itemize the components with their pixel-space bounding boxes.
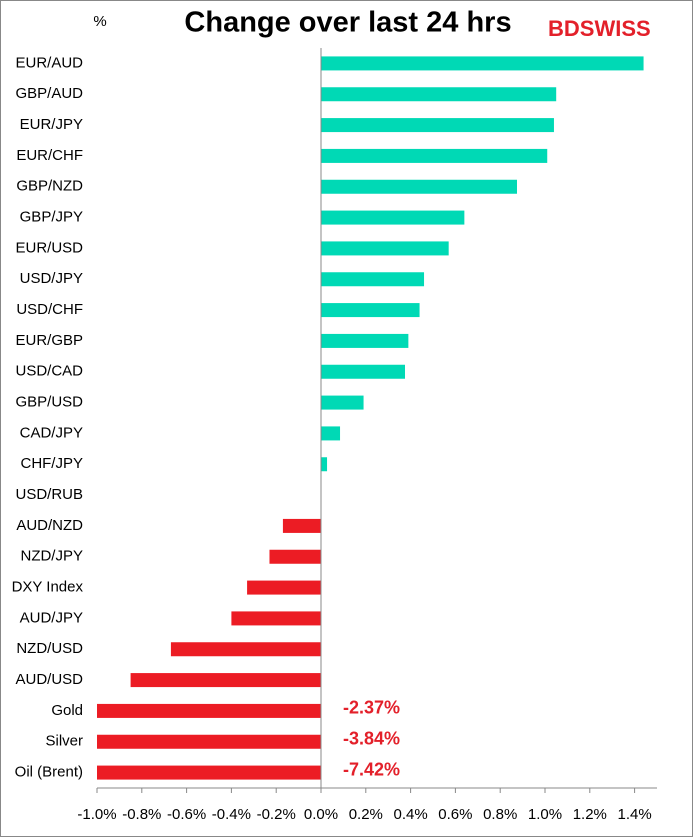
x-tick-label: 0.2% bbox=[349, 806, 383, 823]
bar bbox=[269, 549, 321, 564]
y-tick-label: CAD/JPY bbox=[20, 424, 83, 441]
x-tick-label: -0.8% bbox=[122, 806, 161, 823]
y-tick-label: GBP/AUD bbox=[15, 85, 83, 102]
bar bbox=[321, 457, 328, 472]
y-tick-label: Silver bbox=[45, 733, 83, 750]
y-tick-label: DXY Index bbox=[12, 579, 84, 596]
value-label: -2.37% bbox=[343, 698, 400, 718]
y-tick-label: USD/JPY bbox=[20, 270, 83, 287]
x-tick-label: -0.4% bbox=[212, 806, 251, 823]
y-tick-label: AUD/NZD bbox=[16, 517, 83, 534]
y-tick-label: EUR/JPY bbox=[20, 116, 83, 133]
y-tick-label: USD/CAD bbox=[15, 363, 83, 380]
bar bbox=[170, 642, 321, 657]
bar bbox=[97, 765, 321, 780]
y-tick-label: USD/CHF bbox=[16, 301, 83, 318]
bar bbox=[321, 395, 364, 410]
unit-label: % bbox=[93, 13, 106, 30]
y-tick-label: NZD/JPY bbox=[20, 548, 83, 565]
x-tick-label: 1.4% bbox=[617, 806, 651, 823]
bar bbox=[321, 272, 425, 287]
value-label: -7.42% bbox=[343, 759, 400, 779]
y-tick-label: Gold bbox=[51, 702, 83, 719]
bar bbox=[321, 426, 341, 441]
bar bbox=[321, 148, 548, 163]
value-label: -3.84% bbox=[343, 729, 400, 749]
bar bbox=[321, 333, 409, 348]
bar bbox=[97, 703, 321, 718]
bar bbox=[321, 303, 420, 318]
y-tick-label: GBP/JPY bbox=[20, 209, 83, 226]
bar bbox=[247, 580, 321, 595]
y-tick-label: GBP/NZD bbox=[16, 178, 83, 195]
y-tick-label: USD/RUB bbox=[15, 486, 83, 503]
y-tick-label: Oil (Brent) bbox=[15, 764, 83, 781]
bar bbox=[282, 518, 321, 533]
x-tick-label: -0.2% bbox=[257, 806, 296, 823]
x-tick-label: 1.0% bbox=[528, 806, 562, 823]
bar bbox=[321, 241, 449, 256]
y-tick-label: EUR/USD bbox=[15, 239, 83, 256]
x-tick-label: 0.0% bbox=[304, 806, 338, 823]
bar bbox=[130, 673, 321, 688]
y-tick-label: EUR/AUD bbox=[15, 54, 83, 71]
bar bbox=[231, 611, 321, 626]
bar bbox=[321, 210, 465, 225]
y-tick-label: NZD/USD bbox=[16, 640, 83, 657]
x-tick-label: 0.6% bbox=[438, 806, 472, 823]
bar bbox=[321, 364, 405, 379]
x-tick-label: 1.2% bbox=[573, 806, 607, 823]
x-tick-label: -0.6% bbox=[167, 806, 206, 823]
bars bbox=[97, 56, 644, 780]
bar bbox=[97, 734, 321, 749]
x-tick-label: 0.4% bbox=[393, 806, 427, 823]
x-tick-label: -1.0% bbox=[77, 806, 116, 823]
logo: BDSWISS bbox=[548, 16, 651, 41]
chart-title: Change over last 24 hrs bbox=[184, 7, 511, 39]
x-tick-label: 0.8% bbox=[483, 806, 517, 823]
y-tick-label: AUD/JPY bbox=[20, 609, 83, 626]
bar bbox=[321, 179, 517, 194]
y-tick-label: CHF/JPY bbox=[20, 455, 83, 472]
bar bbox=[321, 118, 554, 133]
y-tick-label: EUR/CHF bbox=[16, 147, 83, 164]
y-tick-label: GBP/USD bbox=[15, 394, 83, 411]
y-tick-label: AUD/USD bbox=[15, 671, 83, 688]
y-tick-label: EUR/GBP bbox=[15, 332, 83, 349]
bar bbox=[321, 56, 644, 71]
bar bbox=[321, 87, 557, 102]
